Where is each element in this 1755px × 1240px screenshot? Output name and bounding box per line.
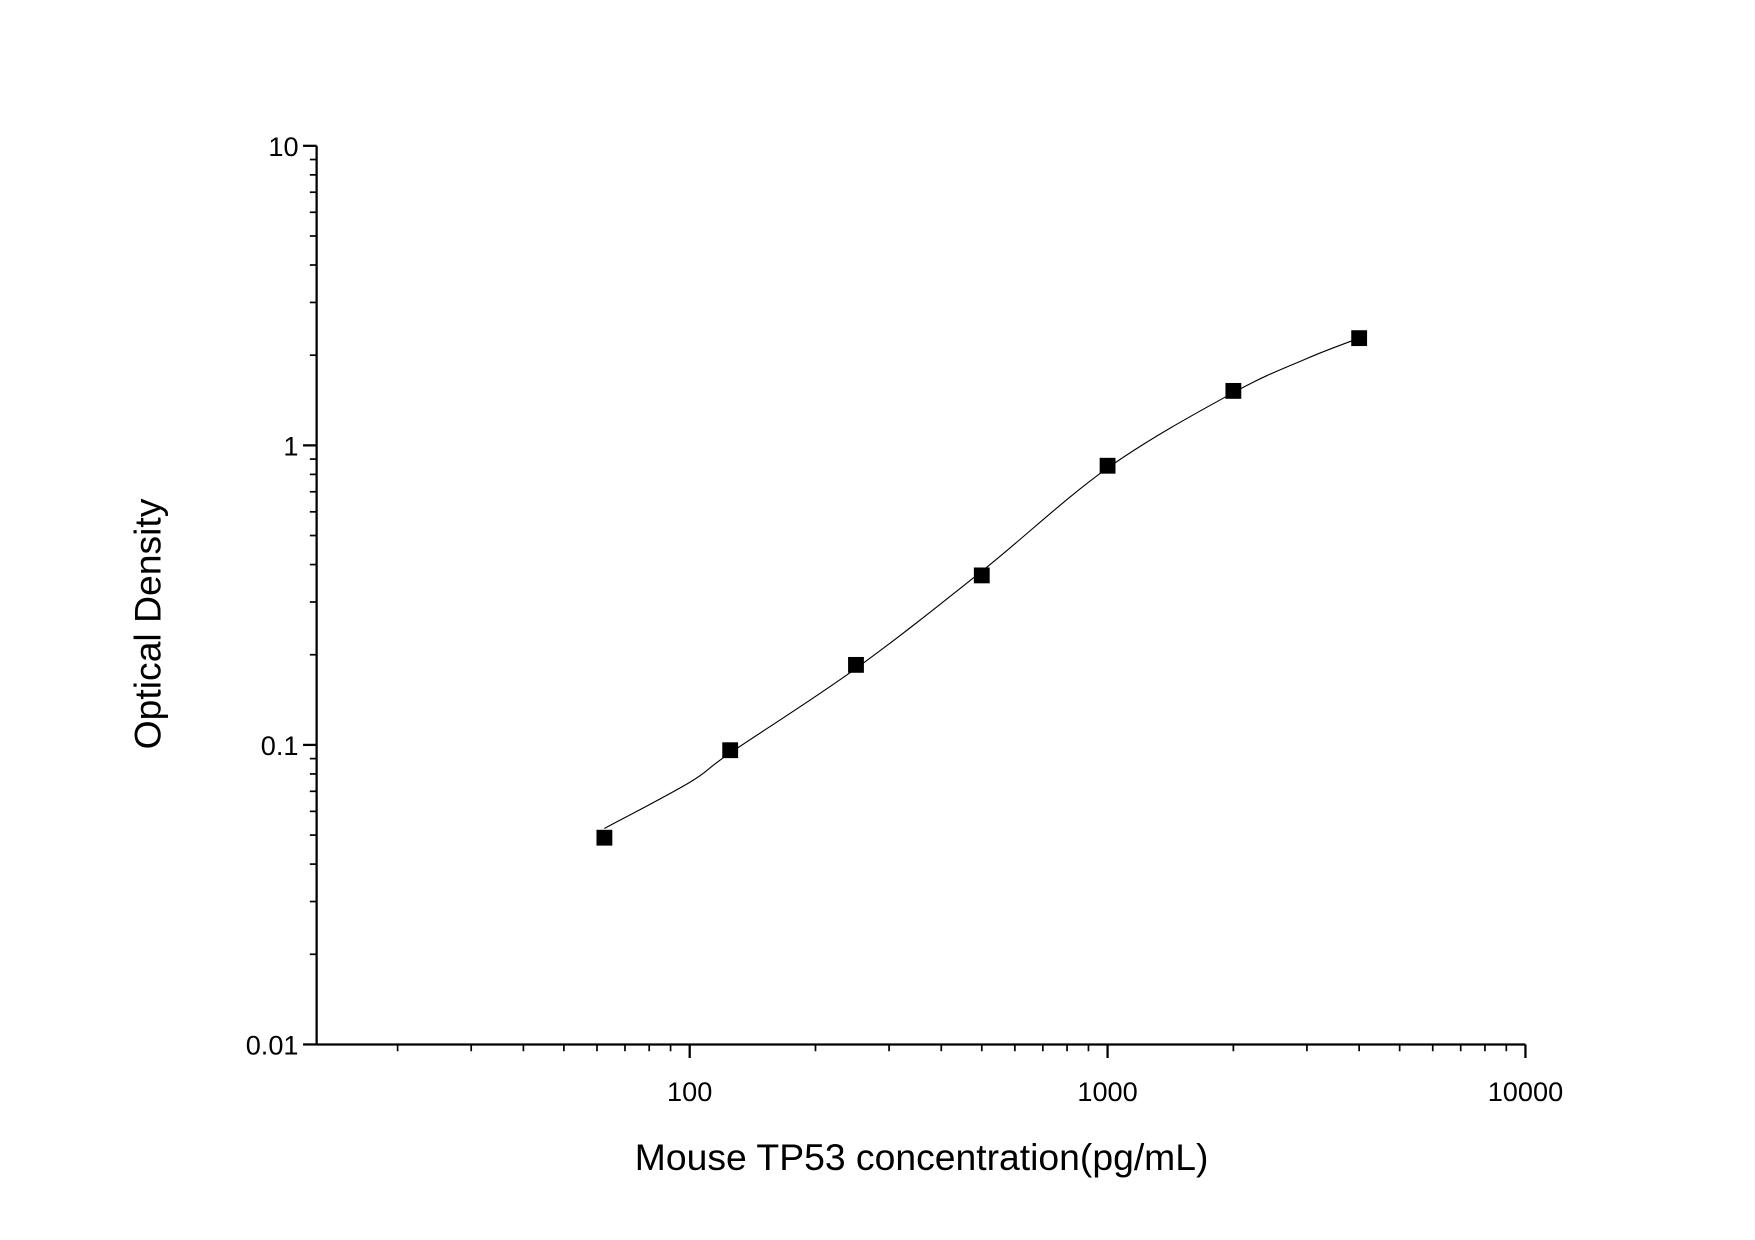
x-axis-title: Mouse TP53 concentration(pg/mL) xyxy=(635,1136,1209,1178)
y-axis-title: Optical Density xyxy=(127,498,169,749)
data-point xyxy=(973,567,990,584)
x-tick-label: 10000 xyxy=(1488,1076,1563,1107)
y-tick-label: 0.1 xyxy=(261,730,299,761)
y-tick-label: 0.01 xyxy=(246,1030,299,1061)
x-tick-label: 1000 xyxy=(1077,1076,1137,1107)
data-point xyxy=(722,742,739,759)
data-point xyxy=(848,656,864,673)
data-point xyxy=(1351,330,1368,347)
data-point xyxy=(596,829,613,846)
data-point xyxy=(1099,457,1116,474)
x-tick-label: 100 xyxy=(667,1076,712,1107)
data-point xyxy=(1225,382,1242,399)
y-tick-label: 1 xyxy=(283,431,298,462)
y-tick-label: 10 xyxy=(268,131,298,162)
